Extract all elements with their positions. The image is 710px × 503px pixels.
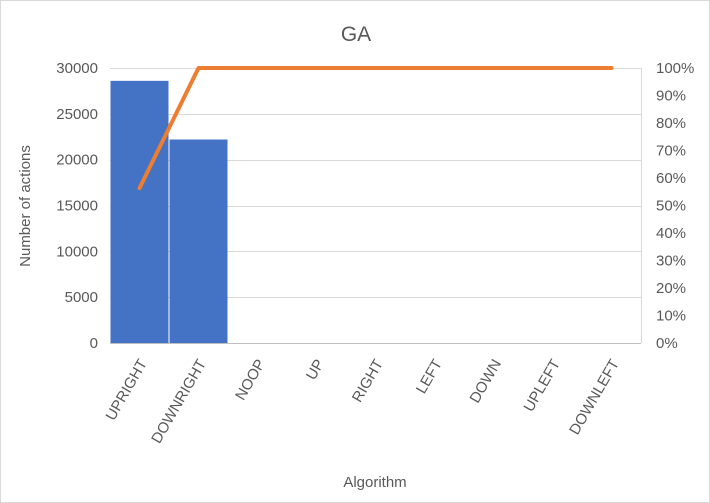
x-tick-label: UPLEFT: [520, 357, 563, 415]
y2-tick-label: 100%: [656, 60, 694, 77]
x-axis-label: Algorithm: [343, 474, 406, 491]
y2-tick-label: 10%: [656, 308, 686, 325]
y2-tick-label: 60%: [656, 170, 686, 187]
chart-title: GA: [341, 23, 371, 46]
x-tick-label: NOOP: [232, 357, 269, 404]
y2-tick-label: 0%: [656, 335, 678, 352]
x-tick-label: LEFT: [413, 357, 446, 397]
y-tick-label: 25000: [56, 106, 98, 123]
x-tick-label: RIGHT: [349, 357, 387, 406]
y-axis-label: Number of actions: [17, 145, 34, 267]
y-tick-label: 10000: [56, 243, 98, 260]
bar-downright: [169, 139, 228, 343]
x-tick-label: DOWNRIGHT: [148, 357, 210, 447]
y-tick-label: 0: [90, 335, 98, 352]
left-axis-ticks: 0 5000 10000 15000 20000 25000 30000: [56, 60, 98, 352]
x-tick-label: UPRIGHT: [102, 357, 150, 424]
y2-tick-label: 80%: [656, 115, 686, 132]
y-tick-label: 15000: [56, 198, 98, 215]
x-tick-label: DOWN: [466, 357, 504, 407]
x-tick-label: UP: [303, 357, 328, 384]
y-tick-label: 20000: [56, 152, 98, 169]
right-axis-ticks: 0% 10% 20% 30% 40% 50% 60% 70% 80% 90% 100%: [656, 60, 694, 352]
cumulative-line-series: [137, 66, 614, 191]
bar-series: [110, 80, 228, 343]
y2-tick-label: 90%: [656, 88, 686, 105]
y2-tick-label: 50%: [656, 198, 686, 215]
y2-tick-label: 30%: [656, 253, 686, 270]
y-tick-label: 5000: [65, 289, 98, 306]
x-tick-label: DOWNLEFT: [566, 357, 623, 438]
bar-upright: [110, 80, 169, 343]
y-tick-label: 30000: [56, 60, 98, 77]
y2-tick-label: 20%: [656, 280, 686, 297]
y2-tick-label: 40%: [656, 225, 686, 242]
y2-tick-label: 70%: [656, 143, 686, 160]
